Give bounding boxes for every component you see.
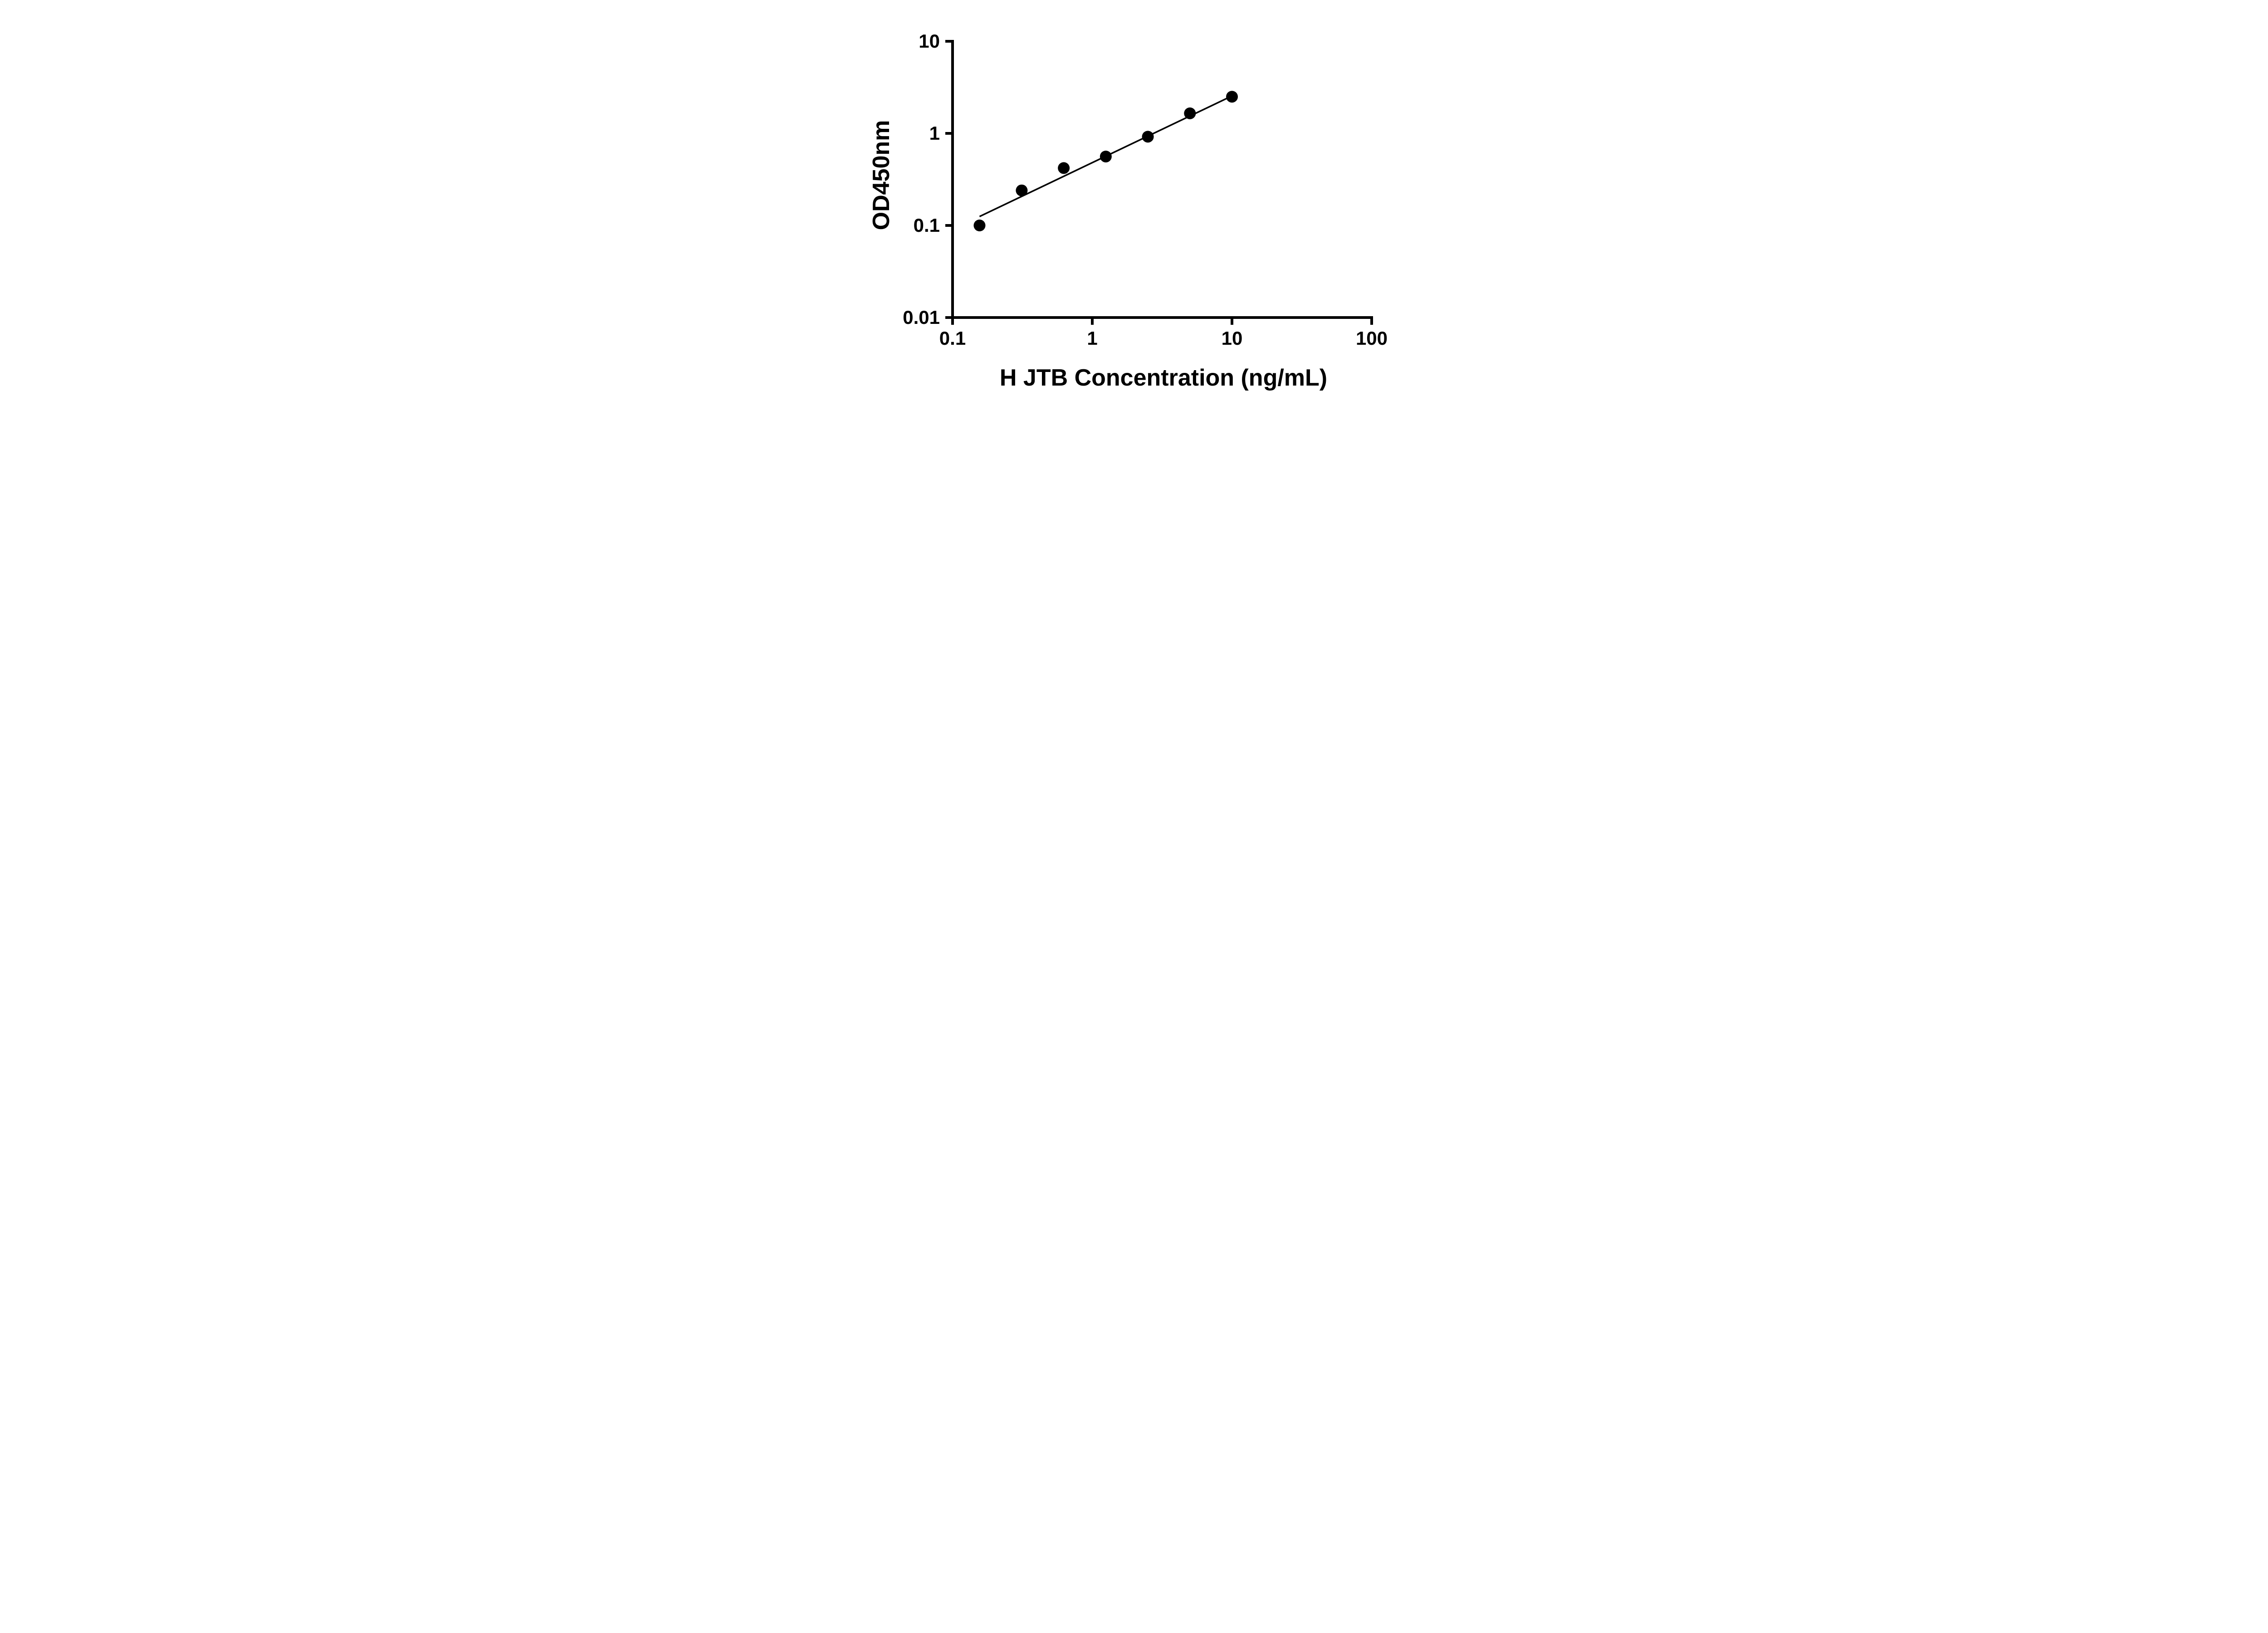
data-point [1226, 91, 1238, 103]
x-axis-title: H JTB Concentration (ng/mL) [999, 365, 1327, 391]
y-tick-label: 0.1 [913, 215, 939, 236]
data-point [1057, 162, 1070, 174]
elisa-standard-curve-figure: 0.1 1 10 100 0.01 0.1 1 10 H JTB Concentration … [843, 0, 1425, 408]
y-tick-label: 1 [929, 122, 939, 144]
y-axis-title: OD450nm [868, 120, 894, 230]
data-point [1183, 107, 1196, 119]
x-tick-label: 10 [1221, 328, 1242, 349]
data-point [1100, 151, 1112, 163]
data-point [973, 220, 985, 231]
data-point [1142, 131, 1154, 143]
x-tick-label: 0.1 [939, 328, 965, 349]
data-point [1015, 184, 1027, 196]
x-tick-label: 1 [1087, 328, 1097, 349]
y-tick-label: 0.01 [903, 307, 940, 328]
x-tick-label: 100 [1355, 328, 1387, 349]
y-tick-label: 10 [919, 30, 940, 52]
